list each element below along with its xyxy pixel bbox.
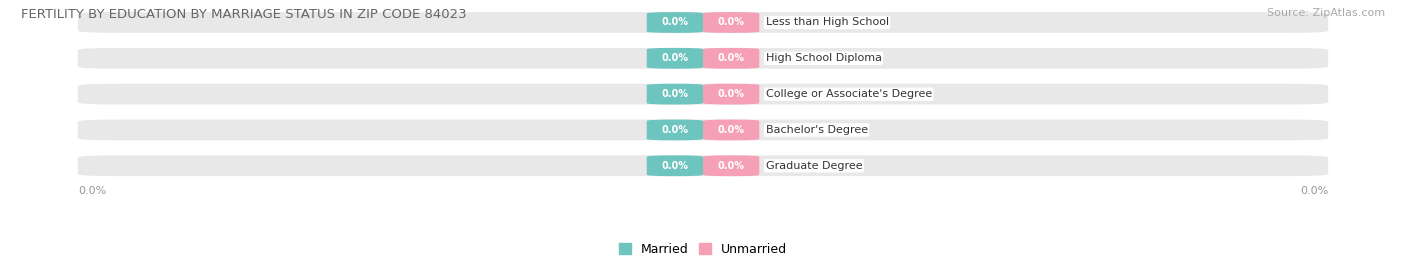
- Text: Graduate Degree: Graduate Degree: [765, 161, 862, 171]
- Text: 0.0%: 0.0%: [717, 89, 745, 99]
- FancyBboxPatch shape: [703, 119, 759, 140]
- FancyBboxPatch shape: [647, 84, 703, 105]
- Text: 0.0%: 0.0%: [661, 161, 689, 171]
- Text: 0.0%: 0.0%: [717, 17, 745, 27]
- Text: Less than High School: Less than High School: [765, 17, 889, 27]
- Text: 0.0%: 0.0%: [77, 186, 105, 196]
- FancyBboxPatch shape: [77, 119, 1329, 140]
- FancyBboxPatch shape: [77, 84, 1329, 105]
- FancyBboxPatch shape: [77, 155, 1329, 176]
- Text: College or Associate's Degree: College or Associate's Degree: [765, 89, 932, 99]
- Text: FERTILITY BY EDUCATION BY MARRIAGE STATUS IN ZIP CODE 84023: FERTILITY BY EDUCATION BY MARRIAGE STATU…: [21, 8, 467, 21]
- Text: 0.0%: 0.0%: [661, 125, 689, 135]
- Text: Bachelor's Degree: Bachelor's Degree: [765, 125, 868, 135]
- Text: 0.0%: 0.0%: [661, 17, 689, 27]
- FancyBboxPatch shape: [703, 12, 759, 33]
- Text: 0.0%: 0.0%: [717, 125, 745, 135]
- FancyBboxPatch shape: [703, 48, 759, 69]
- Text: 0.0%: 0.0%: [661, 53, 689, 63]
- Text: 0.0%: 0.0%: [717, 161, 745, 171]
- FancyBboxPatch shape: [703, 155, 759, 176]
- FancyBboxPatch shape: [647, 48, 703, 69]
- Text: 0.0%: 0.0%: [1301, 186, 1329, 196]
- FancyBboxPatch shape: [647, 119, 703, 140]
- FancyBboxPatch shape: [77, 48, 1329, 69]
- Legend: Married, Unmarried: Married, Unmarried: [619, 243, 787, 256]
- FancyBboxPatch shape: [647, 155, 703, 176]
- FancyBboxPatch shape: [77, 12, 1329, 33]
- Text: 0.0%: 0.0%: [717, 53, 745, 63]
- FancyBboxPatch shape: [647, 12, 703, 33]
- Text: 0.0%: 0.0%: [661, 89, 689, 99]
- Text: Source: ZipAtlas.com: Source: ZipAtlas.com: [1267, 8, 1385, 18]
- Text: High School Diploma: High School Diploma: [765, 53, 882, 63]
- FancyBboxPatch shape: [703, 84, 759, 105]
